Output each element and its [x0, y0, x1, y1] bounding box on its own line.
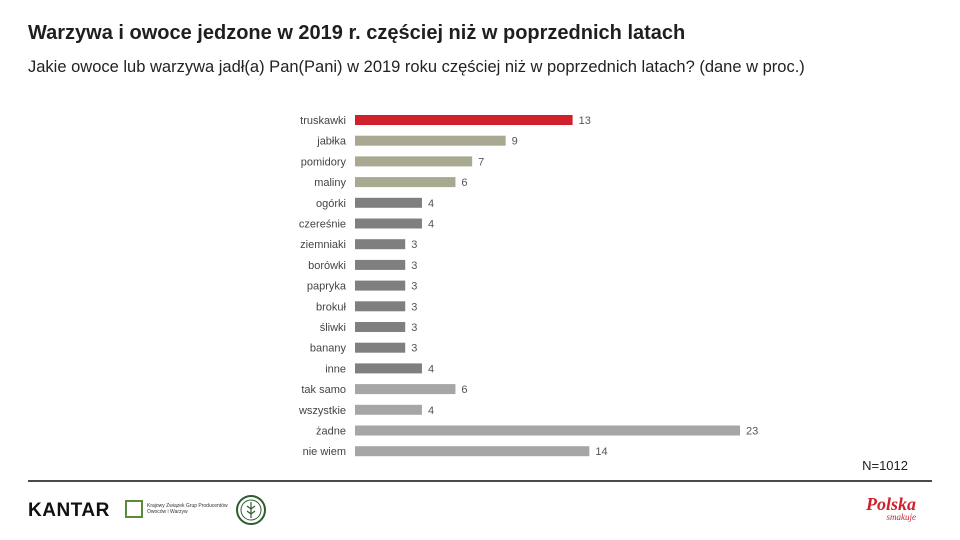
category-label: ziemniaki	[300, 239, 346, 251]
bar	[355, 135, 506, 146]
category-label: brokuł	[316, 301, 347, 313]
bar	[355, 322, 406, 332]
value-label: 3	[411, 343, 417, 355]
bar	[355, 259, 406, 270]
kzgp-logo-text: Krajowy Związek Grup Producentów Owoców …	[147, 503, 228, 515]
category-label: śliwki	[320, 322, 346, 334]
value-label: 6	[461, 177, 467, 189]
category-label: jabłka	[316, 136, 347, 148]
category-label: czereśnie	[299, 219, 346, 231]
value-label: 23	[746, 426, 758, 438]
value-label: 6	[461, 384, 467, 396]
bar	[355, 342, 406, 353]
value-label: 3	[411, 260, 417, 272]
category-label: nie wiem	[303, 446, 346, 458]
value-label: 4	[428, 363, 434, 375]
value-label: 4	[428, 405, 434, 417]
category-label: tak samo	[301, 384, 346, 396]
value-label: 4	[428, 198, 434, 210]
bar-chart: truskawki 13 jabłka 9 pomidory 7 maliny 6 ogórki…	[298, 115, 758, 458]
bar	[355, 197, 422, 208]
value-label: 13	[579, 115, 591, 127]
value-label: 3	[411, 281, 417, 293]
polska-logo-sub: smakuje	[886, 512, 917, 522]
bar	[355, 280, 406, 291]
category-label: truskawki	[300, 115, 346, 127]
category-label: pomidory	[301, 156, 347, 168]
category-label: banany	[310, 343, 347, 355]
category-label: borówki	[308, 260, 346, 272]
bar	[355, 384, 456, 395]
bar	[355, 404, 422, 415]
value-label: 7	[478, 156, 484, 168]
value-label: 3	[411, 322, 417, 334]
kantar-logo: KANTAR	[28, 500, 110, 521]
bar	[355, 177, 456, 188]
footer-divider	[28, 480, 932, 482]
bar	[355, 156, 473, 167]
value-label: 14	[595, 446, 607, 458]
seal-icon	[236, 495, 266, 525]
bar	[355, 301, 406, 312]
bar	[355, 446, 590, 457]
value-label: 9	[512, 136, 518, 148]
bar	[355, 115, 573, 125]
chart-title: Warzywa i owoce jedzone w 2019 r. części…	[28, 22, 686, 44]
value-label: 3	[411, 301, 417, 313]
bar	[355, 425, 740, 436]
polska-logo-word: Polska	[866, 494, 917, 514]
value-label: 4	[428, 219, 434, 231]
kzgp-logo: Krajowy Związek Grup Producentów Owoców …	[125, 500, 239, 518]
category-label: żadne	[316, 426, 346, 438]
bar	[355, 239, 406, 250]
category-label: maliny	[314, 177, 346, 189]
sample-size-note: N=1012	[862, 458, 908, 473]
kzgp-logo-mark	[125, 500, 143, 518]
polska-smakuje-logo: Polska smakuje	[866, 494, 916, 522]
category-label: ogórki	[316, 198, 346, 210]
chart-subtitle: Jakie owoce lub warzywa jadł(a) Pan(Pani…	[28, 58, 805, 76]
category-label: wszystkie	[298, 405, 346, 417]
category-label: papryka	[307, 281, 347, 293]
category-label: inne	[325, 363, 346, 375]
value-label: 3	[411, 239, 417, 251]
bar	[355, 363, 422, 374]
bar	[355, 218, 422, 229]
